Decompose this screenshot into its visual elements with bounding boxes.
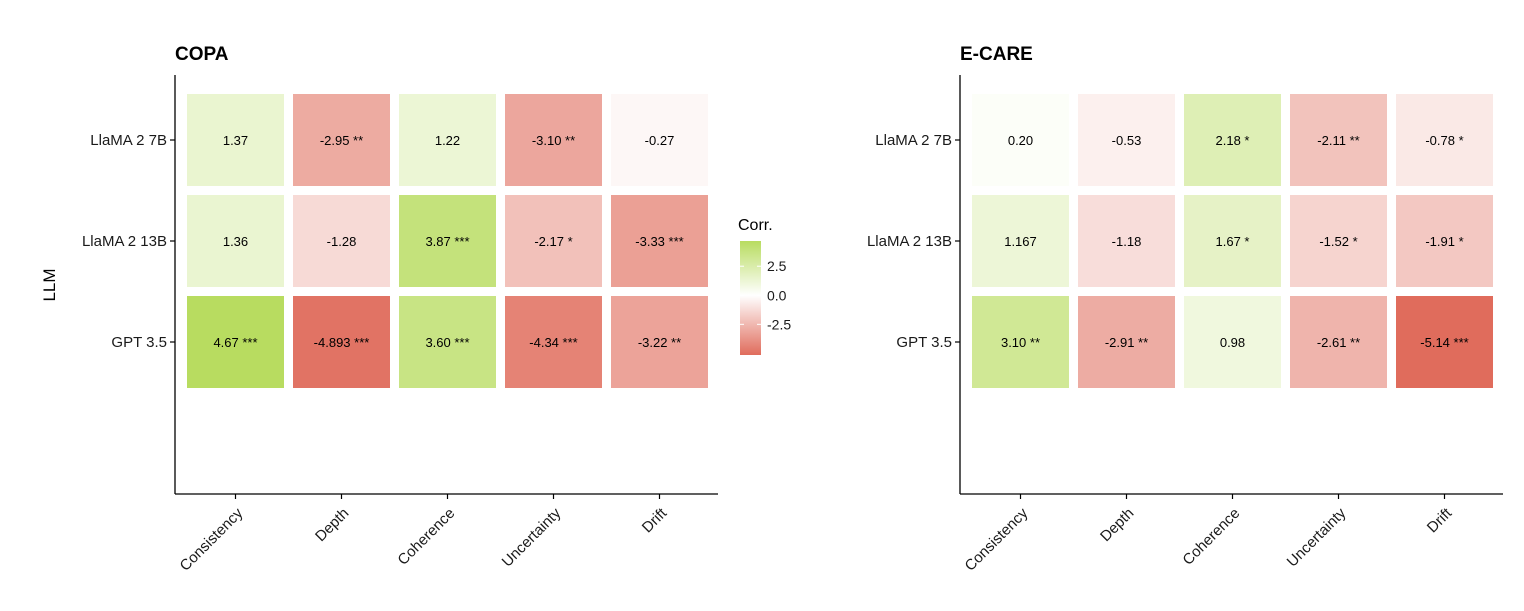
cell-value-label: 0.98	[1220, 335, 1245, 350]
heatmap-cell	[1078, 296, 1175, 388]
heatmap-cell	[1290, 195, 1387, 287]
cell-value-label: -4.893 ***	[314, 335, 370, 350]
cell-value-label: 1.167	[1004, 234, 1037, 249]
cell-value-label: 3.10 **	[1001, 335, 1040, 350]
y-tick-label: LlaMA 2 13B	[82, 233, 167, 250]
heatmap-cell	[1396, 296, 1493, 388]
heatmap-cell	[505, 296, 602, 388]
cell-value-label: 2.18 *	[1216, 133, 1250, 148]
heatmap-cell	[399, 94, 496, 186]
cell-value-label: 1.37	[223, 133, 248, 148]
cell-value-label: -2.61 **	[1317, 335, 1360, 350]
heatmap-cell	[1396, 94, 1493, 186]
legend-colorbar	[740, 241, 761, 355]
y-tick-label: GPT 3.5	[111, 334, 167, 351]
cell-value-label: 1.67 *	[1216, 234, 1250, 249]
cell-value-label: -2.95 **	[320, 133, 363, 148]
cell-value-label: -2.11 **	[1317, 133, 1359, 148]
cell-value-label: 3.60 ***	[425, 335, 469, 350]
cell-value-label: -1.18	[1112, 234, 1142, 249]
cell-value-label: -3.10 **	[532, 133, 575, 148]
heatmap-cell	[505, 94, 602, 186]
heatmap-cell	[505, 195, 602, 287]
legend-title: Corr.	[738, 217, 773, 234]
y-tick-label: LlaMA 2 7B	[875, 132, 952, 149]
heatmap-cell	[293, 94, 390, 186]
legend-tick-label: -2.5	[767, 316, 791, 332]
x-tick-label: Consistency	[177, 504, 247, 574]
x-tick-label: Coherence	[394, 505, 458, 569]
heatmap-cell	[293, 195, 390, 287]
cell-value-label: -2.17 *	[534, 234, 572, 249]
heatmap-cell	[1184, 94, 1281, 186]
heatmap-cell	[1078, 94, 1175, 186]
cell-value-label: 1.36	[223, 234, 248, 249]
cell-value-label: -0.78 *	[1425, 133, 1463, 148]
x-tick-label: Drift	[639, 504, 671, 536]
cell-value-label: 0.20	[1008, 133, 1033, 148]
cell-value-label: -3.33 ***	[635, 234, 683, 249]
heatmap-cell	[972, 94, 1069, 186]
cell-value-label: 1.22	[435, 133, 460, 148]
cell-value-label: -1.28	[327, 234, 357, 249]
x-tick-label: Depth	[1097, 505, 1137, 545]
cell-value-label: -1.52 *	[1319, 234, 1357, 249]
heatmap-cell	[187, 94, 284, 186]
cell-value-label: -0.53	[1112, 133, 1142, 148]
heatmap-cell	[611, 296, 708, 388]
heatmap-cell	[293, 296, 390, 388]
heatmap-cell	[1184, 195, 1281, 287]
y-axis-title: LLM	[40, 268, 59, 301]
y-tick-label: LlaMA 2 7B	[90, 132, 167, 149]
x-tick-label: Uncertainty	[1284, 504, 1350, 570]
cell-value-label: -1.91 *	[1425, 234, 1463, 249]
heatmap-cell	[972, 296, 1069, 388]
x-tick-label: Coherence	[1179, 505, 1243, 569]
cell-value-label: -0.27	[645, 133, 675, 148]
cell-value-label: 4.67 ***	[213, 335, 257, 350]
heatmap-cell	[1078, 195, 1175, 287]
heatmap-cell	[187, 296, 284, 388]
x-tick-label: Drift	[1424, 504, 1456, 536]
legend-tick-label: 0.0	[767, 287, 787, 303]
heatmap-cell	[1290, 296, 1387, 388]
heatmap-cell	[1184, 296, 1281, 388]
panel-title: COPA	[175, 44, 229, 65]
heatmap-cell	[187, 195, 284, 287]
cell-value-label: -3.22 **	[638, 335, 681, 350]
cell-value-label: -2.91 **	[1105, 335, 1148, 350]
heatmap-cell	[399, 195, 496, 287]
x-tick-label: Uncertainty	[499, 504, 565, 570]
heatmap-cell	[611, 195, 708, 287]
cell-value-label: -4.34 ***	[529, 335, 577, 350]
heatmap-cell	[1396, 195, 1493, 287]
heatmap-cell	[1290, 94, 1387, 186]
y-tick-label: GPT 3.5	[896, 334, 952, 351]
x-tick-label: Depth	[312, 505, 352, 545]
heatmap-cell	[611, 94, 708, 186]
y-tick-label: LlaMA 2 13B	[867, 233, 952, 250]
x-tick-label: Consistency	[962, 504, 1032, 574]
heatmap-cell	[972, 195, 1069, 287]
cell-value-label: 3.87 ***	[425, 234, 469, 249]
panel-title: E-CARE	[960, 44, 1033, 65]
heatmap-cell	[399, 296, 496, 388]
cell-value-label: -5.14 ***	[1420, 335, 1468, 350]
legend-tick-label: 2.5	[767, 258, 787, 274]
